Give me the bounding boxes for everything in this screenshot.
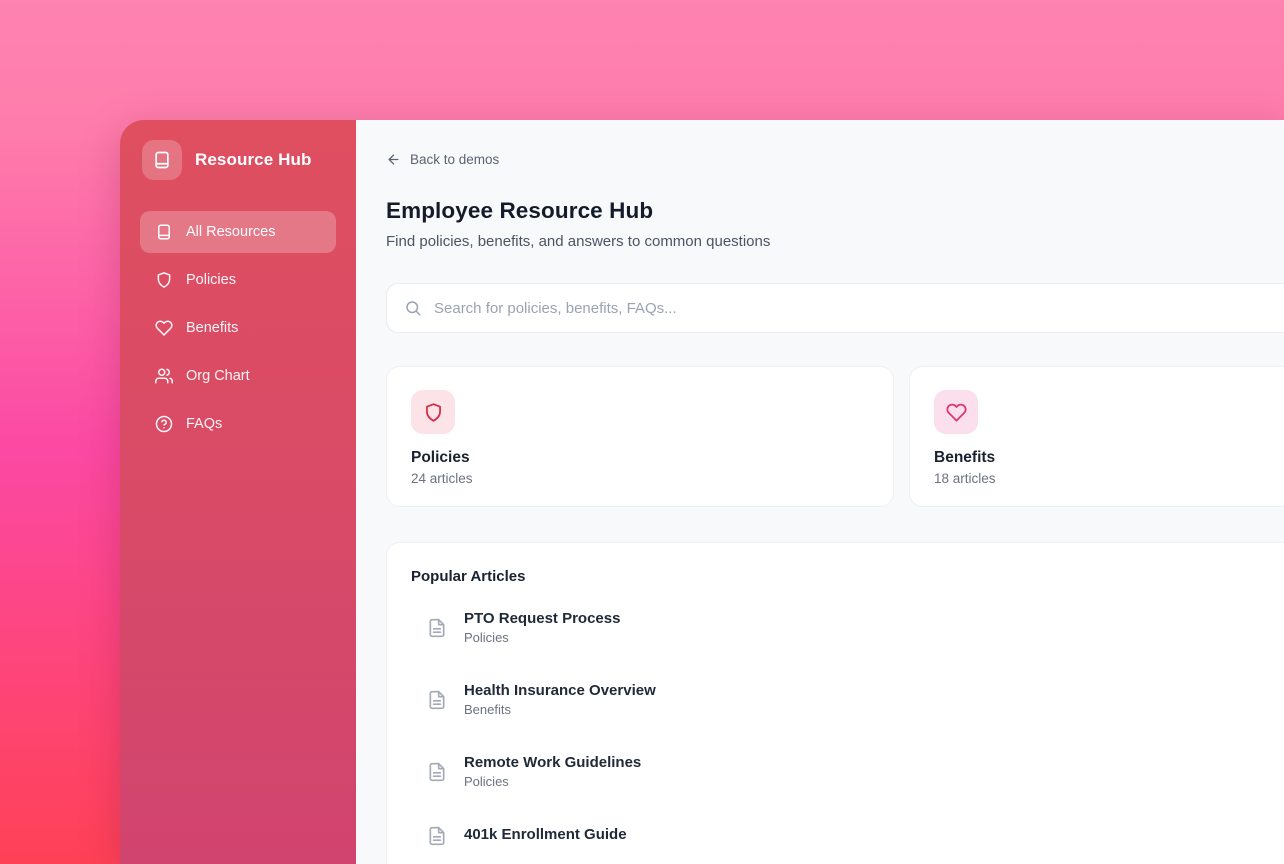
book-icon bbox=[155, 223, 173, 241]
page-subtitle: Find policies, benefits, and answers to … bbox=[386, 233, 771, 250]
sidebar-item-label: Policies bbox=[186, 272, 236, 288]
popular-articles-card: Popular Articles PTO Request Process Pol… bbox=[386, 542, 1284, 864]
category-title: Policies bbox=[411, 449, 470, 466]
sidebar-item-policies[interactable]: Policies bbox=[140, 259, 336, 301]
search-icon bbox=[404, 299, 422, 317]
article-category: Policies bbox=[464, 630, 509, 645]
help-circle-icon bbox=[155, 415, 173, 433]
file-text-icon bbox=[427, 762, 447, 782]
search-input[interactable] bbox=[434, 299, 1284, 317]
sidebar-nav: All Resources Policies Benefits Org Char… bbox=[140, 211, 336, 451]
article-list: PTO Request Process Policies Health Insu… bbox=[411, 610, 1284, 846]
popular-articles-heading: Popular Articles bbox=[411, 568, 526, 585]
heart-icon bbox=[934, 390, 978, 434]
users-icon bbox=[155, 367, 173, 385]
category-title: Benefits bbox=[934, 449, 996, 466]
category-cards: Policies 24 articles Benefits 18 article… bbox=[386, 366, 1284, 507]
article-item-health-insurance-overview[interactable]: Health Insurance Overview Benefits bbox=[411, 682, 1284, 717]
file-text-icon bbox=[427, 826, 447, 846]
page-title: Employee Resource Hub bbox=[386, 198, 654, 223]
category-article-count: 24 articles bbox=[411, 471, 473, 486]
sidebar-item-org-chart[interactable]: Org Chart bbox=[140, 355, 336, 397]
sidebar-item-label: All Resources bbox=[186, 224, 276, 240]
shield-icon bbox=[411, 390, 455, 434]
sidebar-item-label: FAQs bbox=[186, 416, 223, 432]
sidebar-item-faqs[interactable]: FAQs bbox=[140, 403, 336, 445]
article-title: Health Insurance Overview bbox=[464, 682, 656, 699]
app-logo: Resource Hub bbox=[142, 140, 336, 180]
heart-icon bbox=[155, 319, 173, 337]
article-item-401k-enrollment-guide[interactable]: 401k Enrollment Guide bbox=[411, 826, 1284, 846]
sidebar-item-all-resources[interactable]: All Resources bbox=[140, 211, 336, 253]
article-title: 401k Enrollment Guide bbox=[464, 826, 627, 843]
app-title: Resource Hub bbox=[195, 150, 312, 169]
article-item-pto-request-process[interactable]: PTO Request Process Policies bbox=[411, 610, 1284, 645]
book-icon bbox=[142, 140, 182, 180]
category-article-count: 18 articles bbox=[934, 471, 996, 486]
article-category: Policies bbox=[464, 774, 509, 789]
category-card-benefits[interactable]: Benefits 18 articles bbox=[909, 366, 1284, 507]
search-box[interactable] bbox=[386, 283, 1284, 333]
sidebar-item-benefits[interactable]: Benefits bbox=[140, 307, 336, 349]
article-item-remote-work-guidelines[interactable]: Remote Work Guidelines Policies bbox=[411, 754, 1284, 789]
arrow-left-icon bbox=[386, 152, 401, 167]
sidebar-item-label: Benefits bbox=[186, 320, 239, 336]
article-category: Benefits bbox=[464, 702, 511, 717]
article-title: Remote Work Guidelines bbox=[464, 754, 642, 771]
category-card-policies[interactable]: Policies 24 articles bbox=[386, 366, 894, 507]
back-to-demos-link[interactable]: Back to demos bbox=[386, 152, 499, 167]
article-title: PTO Request Process bbox=[464, 610, 621, 627]
sidebar-item-label: Org Chart bbox=[186, 368, 250, 384]
sidebar: Resource Hub All Resources Policies Bene… bbox=[120, 120, 356, 864]
shield-icon bbox=[155, 271, 173, 289]
back-link-label: Back to demos bbox=[410, 152, 500, 167]
main-content: Back to demos Employee Resource Hub Find… bbox=[356, 120, 1284, 864]
file-text-icon bbox=[427, 690, 447, 710]
file-text-icon bbox=[427, 618, 447, 638]
app-window: Resource Hub All Resources Policies Bene… bbox=[120, 120, 1284, 864]
